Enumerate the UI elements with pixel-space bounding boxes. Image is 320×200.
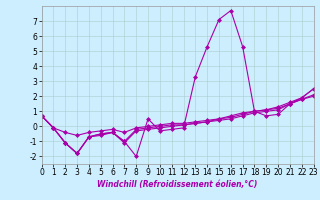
X-axis label: Windchill (Refroidissement éolien,°C): Windchill (Refroidissement éolien,°C) <box>97 180 258 189</box>
